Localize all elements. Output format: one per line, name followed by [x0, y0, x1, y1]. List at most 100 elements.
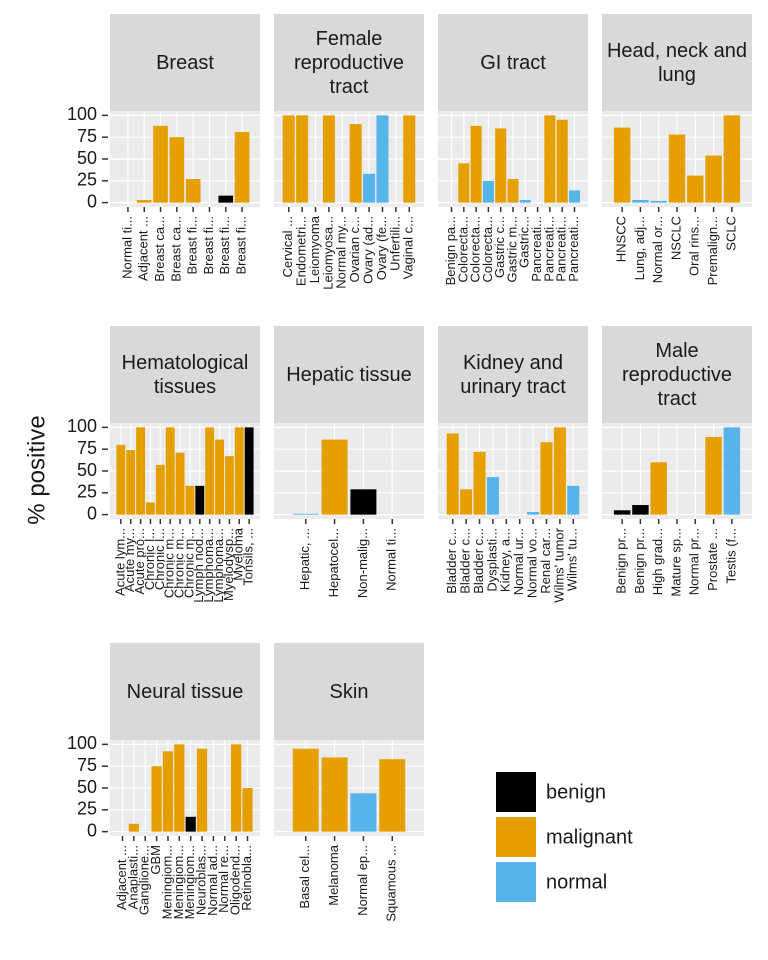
y-tick-label: 75 — [77, 438, 97, 458]
bar — [296, 115, 309, 203]
x-tick-label: Pancreati... — [529, 216, 544, 282]
x-tick-label: Basal cel... — [297, 845, 312, 909]
bar — [195, 485, 205, 515]
bar — [376, 115, 389, 203]
bar — [650, 462, 667, 515]
x-tick-label: Renal car... — [538, 528, 553, 594]
bar — [553, 427, 566, 515]
bar — [292, 748, 319, 832]
x-tick-label: Hepatocel... — [326, 528, 341, 597]
bar — [185, 485, 195, 515]
bar — [205, 427, 215, 515]
x-tick-label: Anaplasti... — [125, 845, 140, 909]
bar — [218, 195, 234, 203]
x-tick-label: Normal ad... — [205, 845, 220, 916]
x-tick-label: Breast fi... — [185, 216, 200, 275]
bar — [668, 134, 686, 203]
bar — [128, 823, 139, 832]
bar — [519, 200, 531, 203]
x-tick-label: Chronic m... — [162, 528, 177, 598]
x-tick-label: Breast fi... — [201, 216, 216, 275]
bar — [540, 442, 553, 515]
bar — [215, 439, 224, 515]
x-tick-label: Bladder c... — [471, 528, 486, 594]
x-tick-label: Non-malig... — [355, 528, 370, 598]
x-tick-label: Gastric... — [517, 216, 532, 268]
x-tick-label: Prostate ... — [705, 528, 720, 591]
bar — [482, 180, 494, 203]
bar — [322, 115, 335, 203]
x-tick-label: Lymphoma... — [211, 528, 226, 603]
x-tick-label: Meningiom... — [159, 845, 174, 919]
x-tick-label: Benign pr... — [632, 528, 647, 594]
x-tick-label: Vaginal c... — [401, 216, 416, 279]
bar — [507, 179, 519, 203]
x-tick-label: Leiomyoma — [307, 215, 322, 283]
bar — [527, 512, 540, 515]
y-tick-label: 25 — [77, 482, 97, 502]
bar — [613, 127, 631, 203]
bar — [632, 200, 649, 203]
x-tick-label: Pancreati... — [566, 216, 581, 282]
bar — [632, 505, 649, 515]
bar — [544, 115, 556, 203]
y-tick-label: 25 — [77, 799, 97, 819]
bar — [321, 439, 348, 515]
bar — [705, 436, 722, 515]
x-tick-label: Benign pr... — [614, 528, 629, 594]
bar — [151, 766, 162, 832]
x-tick-label: Chronic m... — [181, 528, 196, 598]
y-tick-label: 0 — [87, 503, 97, 523]
bar — [350, 793, 377, 832]
facet-title: Skin — [274, 643, 424, 740]
x-tick-label: Breast fi... — [234, 216, 249, 275]
bar — [568, 190, 581, 203]
x-tick-label: Retinobla... — [239, 845, 254, 911]
x-tick-label: Acute pro... — [132, 528, 147, 594]
x-tick-label: Ovary (fe... — [374, 216, 389, 280]
x-tick-label: Normal ep... — [355, 845, 370, 916]
facet-title: Female reproductive tract — [274, 14, 424, 111]
x-tick-label: Benign pa... — [443, 216, 458, 285]
bar — [196, 748, 208, 832]
x-tick-label: Acute lym... — [112, 528, 127, 596]
legend-key — [496, 817, 536, 857]
x-tick-label: Colorecta... — [468, 216, 483, 282]
x-tick-label: HNSCC — [614, 216, 629, 262]
bar — [174, 744, 185, 832]
x-tick-label: High grad... — [650, 528, 665, 595]
bar — [282, 115, 295, 203]
bar — [723, 427, 741, 515]
facet-title: Breast — [110, 14, 260, 111]
x-tick-label: Cervical ... — [280, 216, 295, 277]
x-tick-label: Normal ur... — [511, 528, 526, 595]
x-tick-label: Acute my... — [122, 528, 137, 592]
x-tick-label: Squamous ... — [384, 845, 399, 922]
x-tick-label: Chronic l... — [152, 528, 167, 590]
x-tick-label: Normal ti... — [119, 216, 134, 279]
x-tick-label: Colorecta... — [480, 216, 495, 282]
y-tick-label: 25 — [77, 170, 97, 190]
bar — [460, 489, 473, 515]
x-tick-label: Mature sp... — [668, 528, 683, 597]
legend-label: benign — [546, 781, 606, 803]
x-tick-label: Breast ca... — [168, 216, 183, 282]
legend-key — [496, 772, 536, 812]
x-tick-label: Neuroblas... — [193, 845, 208, 915]
bar — [687, 175, 704, 203]
bar — [363, 173, 376, 203]
x-tick-label: Pancreati... — [541, 216, 556, 282]
y-tick-label: 100 — [67, 104, 97, 124]
y-axis-title: % positive — [23, 415, 50, 524]
x-tick-label: Myelodysp... — [221, 528, 236, 601]
x-tick-label: Melanoma — [326, 844, 341, 905]
bar — [350, 489, 377, 515]
x-tick-label: Adjacent ... — [136, 216, 151, 281]
x-tick-label: Premalign... — [705, 216, 720, 285]
y-tick-label: 0 — [87, 820, 97, 840]
x-tick-label: Meningiom... — [171, 845, 186, 919]
facet-title: Hematological tissues — [110, 326, 260, 423]
x-tick-label: Colorecta... — [455, 216, 470, 282]
bar — [473, 451, 486, 515]
